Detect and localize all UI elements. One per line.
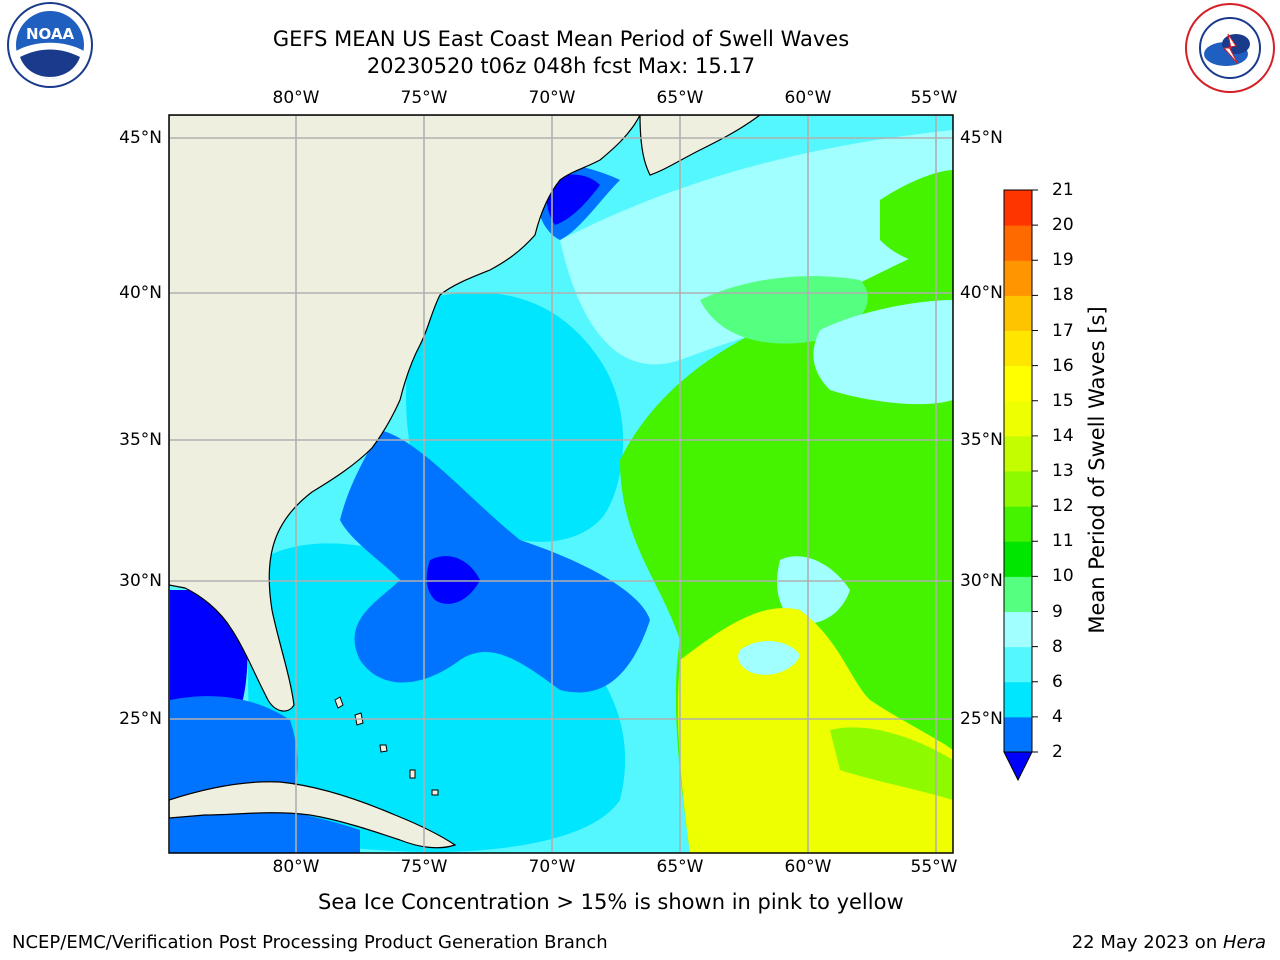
colorbar-tick-label: 11 <box>1052 531 1074 552</box>
lat-label-left-25n: 25°N <box>119 709 162 729</box>
lon-label-top-60w: 60°W <box>784 88 832 108</box>
colorbar-swatch <box>1004 435 1032 472</box>
colorbar-swatch <box>1004 576 1032 612</box>
colorbar-swatch <box>1004 190 1032 226</box>
colorbar-tick-label: 17 <box>1052 320 1074 341</box>
lat-label-left-30n: 30°N <box>119 571 162 591</box>
colorbar-swatch <box>1004 646 1032 683</box>
lon-label-bottom-75w: 75°W <box>400 857 448 877</box>
colorbar-tick-label: 18 <box>1052 285 1074 306</box>
noaa-logo-text: NOAA <box>26 25 75 43</box>
lat-label-right-45n: 45°N <box>960 128 1003 148</box>
colorbar-tick-label: 15 <box>1052 390 1074 411</box>
nws-logo <box>1185 3 1275 93</box>
swell-band-10-11-ne <box>880 170 953 264</box>
sea-ice-note: Sea Ice Concentration > 15% is shown in … <box>318 890 904 914</box>
footer-date-text: 22 May 2023 on <box>1071 932 1223 953</box>
colorbar <box>1003 189 1038 782</box>
lon-label-bottom-65w: 65°W <box>656 857 704 877</box>
colorbar-swatch <box>1004 716 1032 753</box>
swell-band-8-9-mid <box>813 300 953 405</box>
colorbar-tick-label: 4 <box>1052 706 1063 727</box>
colorbar-swatch <box>1004 471 1032 507</box>
lat-label-right-35n: 35°N <box>960 430 1003 450</box>
lon-label-bottom-70w: 70°W <box>528 857 576 877</box>
colorbar-swatch <box>1004 365 1032 402</box>
colorbar-tick-label: 10 <box>1052 566 1074 587</box>
swell-band-eddy-inner <box>738 640 800 675</box>
land-north-america <box>169 115 641 712</box>
colorbar-under-extension <box>1003 751 1033 782</box>
noaa-logo: NOAA <box>7 2 93 88</box>
footer-producer: NCEP/EMC/Verification Post Processing Pr… <box>12 932 608 953</box>
lon-label-top-70w: 70°W <box>528 88 576 108</box>
chart-title: GEFS MEAN US East Coast Mean Period of S… <box>272 27 850 51</box>
colorbar-swatch <box>1004 400 1032 437</box>
swell-band-8-9-eddy <box>777 556 850 624</box>
swell-band-2-4-offshore <box>340 430 650 693</box>
footer-date: 22 May 2023 on Hera <box>1072 932 1266 953</box>
colorbar-swatch <box>1004 295 1032 331</box>
land-cuba <box>169 781 457 849</box>
footer-machine: Hera <box>1222 932 1266 953</box>
swell-under-range-maine <box>546 174 600 225</box>
lon-label-top-75w: 75°W <box>400 88 448 108</box>
lat-label-right-25n: 25°N <box>960 709 1003 729</box>
colorbar-tick-label: 21 <box>1052 180 1074 200</box>
swell-band-4-6-north <box>406 292 624 542</box>
colorbar-tick-label: 20 <box>1052 215 1074 236</box>
lon-label-top-55w: 55°W <box>910 88 958 108</box>
colorbar-swatch <box>1004 506 1032 542</box>
colorbar-tick-label: 19 <box>1052 250 1074 271</box>
colorbar-tick-label: 9 <box>1052 601 1063 622</box>
lat-label-right-40n: 40°N <box>960 283 1003 303</box>
lon-label-bottom-80w: 80°W <box>272 857 320 877</box>
map-gridlines <box>169 115 953 853</box>
lat-label-left-45n: 45°N <box>119 128 162 148</box>
lat-label-left-35n: 35°N <box>119 430 162 450</box>
lon-label-bottom-60w: 60°W <box>784 857 832 877</box>
colorbar-title: Mean Period of Swell Waves [s] <box>1085 306 1109 634</box>
colorbar-tick-label: 14 <box>1052 425 1074 446</box>
lon-label-top-65w: 65°W <box>656 88 704 108</box>
colorbar-swatch <box>1004 541 1032 577</box>
colorbar-tick-label: 12 <box>1052 496 1074 517</box>
colorbar-tick-label: 8 <box>1052 636 1063 657</box>
colorbar-tick-label: 16 <box>1052 355 1074 376</box>
lat-label-left-40n: 40°N <box>119 283 162 303</box>
swell-band-12-13 <box>830 727 953 800</box>
colorbar-tick-label: 6 <box>1052 671 1063 692</box>
colorbar-swatch <box>1004 330 1032 367</box>
colorbar-swatch <box>1004 611 1032 648</box>
colorbar-swatch <box>1004 225 1032 261</box>
colorbar-swatch <box>1004 681 1032 718</box>
swell-gulf-blue <box>170 696 298 800</box>
map-field <box>169 115 953 853</box>
map-frame <box>168 114 954 854</box>
colorbar-tick-label: 13 <box>1052 461 1074 481</box>
colorbar-swatch <box>1004 260 1032 296</box>
lon-label-top-80w: 80°W <box>272 88 320 108</box>
swell-under-range-offshore <box>426 556 480 604</box>
colorbar-tick-label: 2 <box>1052 742 1063 762</box>
lat-label-right-30n: 30°N <box>960 571 1003 591</box>
land-bahamas <box>334 696 439 796</box>
lon-label-bottom-55w: 55°W <box>910 857 958 877</box>
chart-subtitle-run: 20230520 t06z 048h fcst Max: 15.17 <box>366 54 756 78</box>
